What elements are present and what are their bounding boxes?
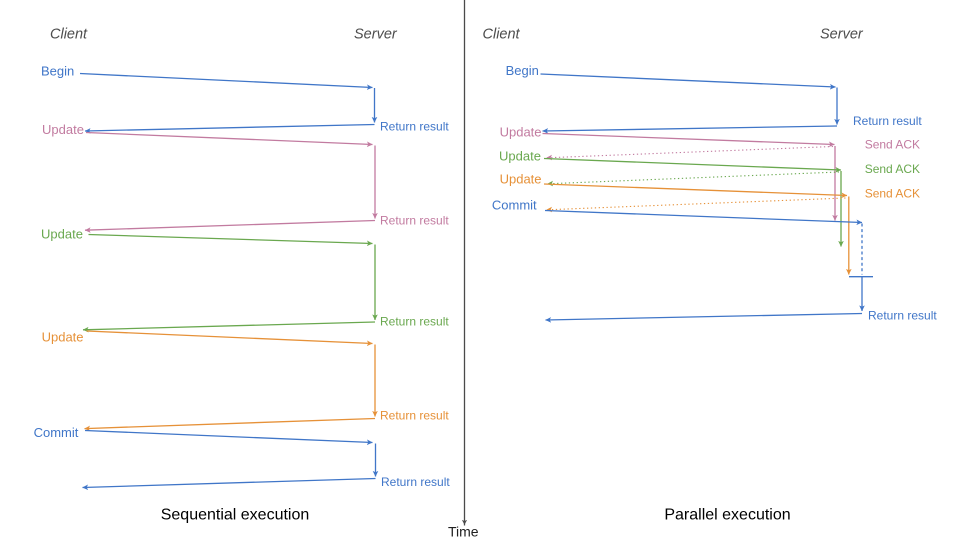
svg-text:Server: Server bbox=[820, 27, 864, 43]
svg-text:Update: Update bbox=[42, 330, 84, 345]
svg-text:Return result: Return result bbox=[380, 409, 449, 423]
svg-text:Return result: Return result bbox=[380, 213, 449, 227]
svg-text:Commit: Commit bbox=[34, 425, 79, 440]
svg-text:Send ACK: Send ACK bbox=[865, 186, 920, 200]
svg-text:Return result: Return result bbox=[380, 315, 449, 329]
svg-text:Server: Server bbox=[354, 27, 398, 43]
svg-text:Send ACK: Send ACK bbox=[865, 162, 920, 176]
svg-text:Update: Update bbox=[41, 226, 83, 241]
svg-text:Update: Update bbox=[499, 149, 541, 164]
svg-text:Update: Update bbox=[500, 172, 542, 187]
svg-text:Update: Update bbox=[42, 122, 84, 137]
svg-text:Return result: Return result bbox=[380, 119, 449, 133]
svg-text:Begin: Begin bbox=[506, 63, 539, 78]
svg-text:Sequential execution: Sequential execution bbox=[161, 507, 310, 524]
svg-text:Client: Client bbox=[50, 27, 88, 43]
svg-text:Begin: Begin bbox=[41, 64, 74, 79]
svg-text:Update: Update bbox=[500, 124, 542, 139]
svg-text:Parallel execution: Parallel execution bbox=[664, 507, 790, 524]
svg-text:Return result: Return result bbox=[868, 308, 937, 322]
svg-text:Return result: Return result bbox=[381, 475, 450, 489]
svg-text:Client: Client bbox=[483, 27, 521, 43]
svg-text:Return result: Return result bbox=[853, 114, 922, 128]
svg-text:Commit: Commit bbox=[492, 198, 537, 213]
svg-text:Send ACK: Send ACK bbox=[865, 138, 920, 152]
svg-text:Time: Time bbox=[448, 524, 479, 540]
